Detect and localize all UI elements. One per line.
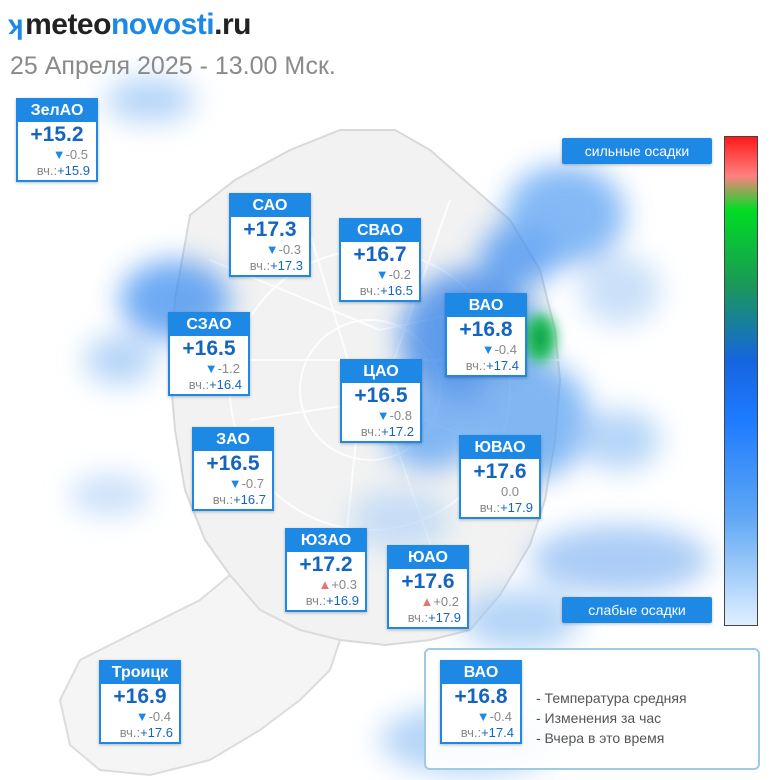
yesterday-temp: вч.:+17.9 [479, 500, 533, 515]
district-temperature: +16.5 [182, 337, 236, 360]
yesterday-temp: вч.:+16.9 [305, 593, 359, 608]
hourly-change: ▼-0.4 [135, 709, 171, 724]
district-temperature: +16.8 [459, 318, 513, 341]
district-card-szao: СЗАО +16.5 ▼-1.2 вч.:+16.4 [168, 312, 250, 396]
yesterday-temp: вч.:+16.4 [188, 377, 242, 392]
district-card-yuao: ЮАО +17.6 ▲+0.2 вч.:+17.9 [387, 545, 469, 629]
legend-descriptions: - Температура средняя - Изменения за час… [536, 688, 687, 748]
district-name: ЗелАО [18, 100, 96, 122]
yesterday-temp: вч.:+16.5 [359, 283, 413, 298]
hourly-change: ▼-0.8 [376, 408, 412, 423]
legend-box: ВАО +16.8 ▼-0.4 вч.:+17.4 - Температура … [424, 648, 760, 770]
district-card-vao: ВАО +16.8 ▼-0.4 вч.:+17.4 [445, 293, 527, 377]
district-name: ЮЗАО [287, 530, 365, 552]
yesterday-temp: вч.:+17.4 [460, 725, 514, 740]
hourly-change: ▲+0.2 [420, 594, 459, 609]
brand-logo: ʞmeteonovosti.ru [8, 8, 251, 42]
arrow-down-icon: ▼ [135, 709, 149, 724]
logo-text-meteo: meteo [25, 8, 111, 41]
logo-mark: ʞ [8, 9, 24, 40]
arrow-up-icon: ▲ [420, 594, 434, 609]
scale-top-label: сильные осадки [562, 138, 712, 164]
arrow-down-icon: ▼ [481, 342, 495, 357]
logo-text-domain: .ru [214, 8, 251, 41]
district-temperature: +16.7 [353, 243, 407, 266]
yesterday-temp: вч.:+17.4 [465, 358, 519, 373]
district-name: ЗАО [194, 429, 272, 451]
district-temperature: +17.3 [243, 218, 297, 241]
district-name: ВАО [447, 295, 525, 317]
district-temperature: +17.6 [473, 460, 527, 483]
district-card-svao: СВАО +16.7 ▼-0.2 вч.:+16.5 [339, 218, 421, 302]
yesterday-temp: вч.:+17.9 [407, 610, 461, 625]
arrow-down-icon: ▼ [204, 361, 218, 376]
arrow-down-icon: ▼ [52, 147, 66, 162]
district-name: ЦАО [342, 361, 420, 383]
yesterday-temp: вч.:+15.9 [36, 163, 90, 178]
logo-text-novosti: novosti [110, 8, 215, 41]
hourly-change: ▼-0.3 [265, 242, 301, 257]
district-card-troitsk: Троицк +16.9 ▼-0.4 вч.:+17.6 [99, 660, 181, 744]
scale-bottom-label: слабые осадки [562, 597, 712, 623]
district-temperature: +16.5 [354, 384, 408, 407]
legend-line-yesterday: - Вчера в это время [536, 730, 665, 746]
district-name: ЮВАО [461, 437, 539, 459]
district-card-zao: ЗАО +16.5 ▼-0.7 вч.:+16.7 [192, 427, 274, 511]
district-card-sao: САО +17.3 ▼-0.3 вч.:+17.3 [229, 193, 311, 277]
legend-line-temp: - Температура средняя [536, 690, 687, 706]
hourly-change: ▼-0.2 [375, 267, 411, 282]
hourly-change: ▼-0.4 [476, 709, 512, 724]
hourly-change: ▼-1.2 [204, 361, 240, 376]
yesterday-temp: вч.:+16.7 [212, 492, 266, 507]
district-name: СВАО [341, 220, 419, 242]
district-name: Троицк [101, 662, 179, 684]
date-time-subtitle: 25 Апреля 2025 - 13.00 Мск. [10, 52, 336, 80]
district-temperature: +16.5 [206, 452, 260, 475]
district-temperature: +16.8 [454, 685, 508, 708]
district-card-zelao: ЗелАО +15.2 ▼-0.5 вч.:+15.9 [16, 98, 98, 182]
legend-sample-card: ВАО +16.8 ▼-0.4 вч.:+17.4 [440, 660, 522, 744]
district-card-yuvao: ЮВАО +17.6 0.0 вч.:+17.9 [459, 435, 541, 519]
arrow-up-icon: ▲ [318, 577, 332, 592]
arrow-down-icon: ▼ [375, 267, 389, 282]
yesterday-temp: вч.:+17.3 [249, 258, 303, 273]
district-temperature: +17.2 [299, 553, 353, 576]
district-name: ВАО [442, 662, 520, 684]
district-name: СЗАО [170, 314, 248, 336]
district-name: САО [231, 195, 309, 217]
district-card-yuzao: ЮЗАО +17.2 ▲+0.3 вч.:+16.9 [285, 528, 367, 612]
district-temperature: +17.6 [401, 570, 455, 593]
hourly-change: ▼-0.5 [52, 147, 88, 162]
arrow-down-icon: ▼ [265, 242, 279, 257]
hourly-change: ▼-0.7 [228, 476, 264, 491]
district-temperature: +16.9 [113, 685, 167, 708]
arrow-down-icon: ▼ [376, 408, 390, 423]
arrow-down-icon: ▼ [228, 476, 242, 491]
yesterday-temp: вч.:+17.2 [360, 424, 414, 439]
district-name: ЮАО [389, 547, 467, 569]
hourly-change: 0.0 [500, 484, 520, 499]
district-card-cao: ЦАО +16.5 ▼-0.8 вч.:+17.2 [340, 359, 422, 443]
legend-line-change: - Изменения за час [536, 710, 662, 726]
arrow-down-icon: ▼ [476, 709, 490, 724]
district-temperature: +15.2 [30, 123, 84, 146]
hourly-change: ▲+0.3 [318, 577, 357, 592]
hourly-change: ▼-0.4 [481, 342, 517, 357]
precipitation-scale-bar [724, 136, 758, 626]
yesterday-temp: вч.:+17.6 [119, 725, 173, 740]
